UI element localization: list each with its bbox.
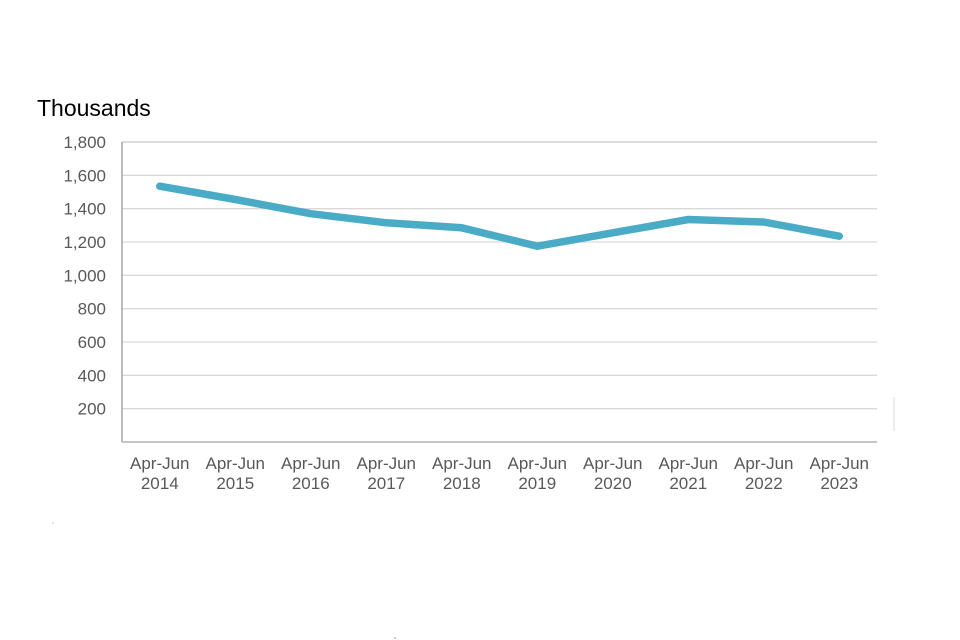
x-tick-label-quarter: Apr-Jun	[356, 454, 416, 473]
x-tick-label-year: 2014	[141, 474, 179, 493]
data-series-line	[156, 182, 844, 250]
x-tick-label-quarter: Apr-Jun	[809, 454, 869, 473]
y-tick-label: 600	[78, 333, 106, 352]
y-tick-label: 1,800	[63, 133, 106, 152]
x-tick-label-quarter: Apr-Jun	[281, 454, 341, 473]
chart-title: Thousands	[37, 95, 151, 121]
x-tick-label-quarter: Apr-Jun	[734, 454, 794, 473]
x-tick-label-year: 2023	[820, 474, 858, 493]
x-tick-label-quarter: Apr-Jun	[583, 454, 643, 473]
x-tick-label-year: 2022	[745, 474, 783, 493]
y-tick-label: 1,400	[63, 200, 106, 219]
y-tick-label: 1,600	[63, 166, 106, 185]
x-tick-label-year: 2021	[669, 474, 707, 493]
x-tick-label-year: 2017	[367, 474, 405, 493]
render-artifact-dot	[394, 637, 396, 639]
x-tick-label-year: 2019	[518, 474, 556, 493]
x-tick-label-quarter: Apr-Jun	[130, 454, 190, 473]
x-tick-label-quarter: Apr-Jun	[658, 454, 718, 473]
x-tick-label-quarter: Apr-Jun	[432, 454, 492, 473]
x-tick-label-quarter: Apr-Jun	[205, 454, 265, 473]
y-tick-label: 1,200	[63, 233, 106, 252]
x-tick-label-year: 2018	[443, 474, 481, 493]
x-tick-label-year: 2016	[292, 474, 330, 493]
faint-edge-line	[893, 397, 895, 431]
y-tick-label: 1,000	[63, 266, 106, 285]
x-tick-label-year: 2020	[594, 474, 632, 493]
y-tick-label: 200	[78, 400, 106, 419]
x-tick-label-year: 2015	[216, 474, 254, 493]
y-tick-label: 400	[78, 366, 106, 385]
render-artifact-dot	[52, 522, 54, 524]
x-tick-label-quarter: Apr-Jun	[507, 454, 567, 473]
y-tick-label: 800	[78, 300, 106, 319]
